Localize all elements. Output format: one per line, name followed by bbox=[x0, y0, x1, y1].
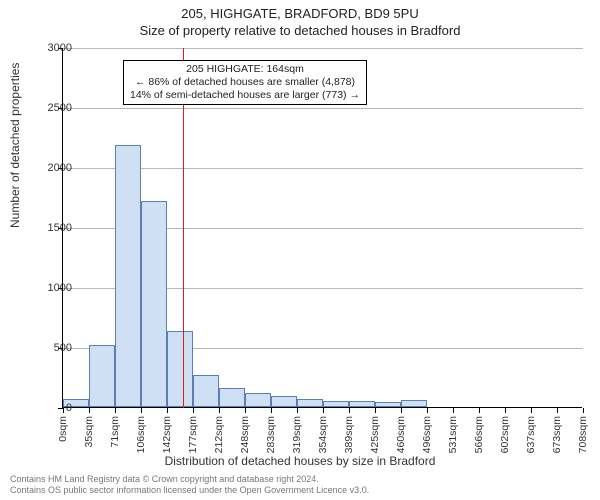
histogram-bar bbox=[323, 401, 349, 407]
x-tick-mark bbox=[375, 408, 376, 413]
y-tick-label: 1000 bbox=[32, 282, 72, 294]
x-tick-mark bbox=[349, 408, 350, 413]
x-tick-label: 0sqm bbox=[57, 416, 69, 442]
x-tick-label: 602sqm bbox=[499, 416, 511, 453]
x-tick-mark bbox=[245, 408, 246, 413]
histogram-bar bbox=[271, 396, 297, 407]
x-tick-label: 248sqm bbox=[239, 416, 251, 453]
histogram-bar bbox=[245, 393, 271, 407]
x-tick-label: 566sqm bbox=[473, 416, 485, 453]
x-tick-label: 71sqm bbox=[109, 416, 121, 448]
histogram-bar bbox=[375, 402, 401, 407]
y-axis-label: Number of detached properties bbox=[8, 63, 22, 228]
x-tick-mark bbox=[323, 408, 324, 413]
grid-line bbox=[63, 168, 583, 169]
y-tick-label: 2000 bbox=[32, 162, 72, 174]
histogram-bar bbox=[167, 331, 193, 407]
y-tick-label: 3000 bbox=[32, 42, 72, 54]
histogram-bar bbox=[193, 375, 219, 407]
x-tick-mark bbox=[479, 408, 480, 413]
x-tick-label: 460sqm bbox=[395, 416, 407, 453]
x-tick-mark bbox=[557, 408, 558, 413]
histogram-bar bbox=[219, 388, 245, 407]
x-tick-label: 283sqm bbox=[265, 416, 277, 453]
y-tick-label: 500 bbox=[32, 342, 72, 354]
x-tick-mark bbox=[297, 408, 298, 413]
y-tick-label: 1500 bbox=[32, 222, 72, 234]
x-tick-mark bbox=[141, 408, 142, 413]
histogram-bar bbox=[141, 201, 167, 407]
x-tick-mark bbox=[583, 408, 584, 413]
annotation-box: 205 HIGHGATE: 164sqm← 86% of detached ho… bbox=[123, 60, 367, 105]
x-tick-label: 212sqm bbox=[213, 416, 225, 453]
x-tick-label: 708sqm bbox=[577, 416, 589, 453]
chart-header: 205, HIGHGATE, BRADFORD, BD9 5PU Size of… bbox=[0, 0, 600, 40]
x-tick-label: 142sqm bbox=[161, 416, 173, 453]
annotation-line: ← 86% of detached houses are smaller (4,… bbox=[130, 76, 360, 89]
x-tick-mark bbox=[271, 408, 272, 413]
x-tick-label: 35sqm bbox=[83, 416, 95, 448]
x-tick-mark bbox=[219, 408, 220, 413]
x-tick-label: 319sqm bbox=[291, 416, 303, 453]
annotation-line: 205 HIGHGATE: 164sqm bbox=[130, 63, 360, 76]
x-tick-label: 531sqm bbox=[447, 416, 459, 453]
title-line-2: Size of property relative to detached ho… bbox=[0, 23, 600, 40]
histogram-bar bbox=[115, 145, 141, 407]
x-tick-label: 425sqm bbox=[369, 416, 381, 453]
x-tick-label: 496sqm bbox=[421, 416, 433, 453]
footer-line-2: Contains OS public sector information li… bbox=[10, 485, 369, 496]
y-tick-label: 2500 bbox=[32, 102, 72, 114]
x-tick-mark bbox=[401, 408, 402, 413]
annotation-line: 14% of semi-detached houses are larger (… bbox=[130, 89, 360, 102]
plot-region: 0sqm35sqm71sqm106sqm142sqm177sqm212sqm24… bbox=[62, 48, 582, 408]
x-axis-label: Distribution of detached houses by size … bbox=[0, 454, 600, 468]
histogram-bar bbox=[349, 401, 375, 407]
grid-line bbox=[63, 108, 583, 109]
x-tick-label: 637sqm bbox=[525, 416, 537, 453]
x-tick-mark bbox=[89, 408, 90, 413]
x-tick-mark bbox=[193, 408, 194, 413]
x-tick-mark bbox=[115, 408, 116, 413]
grid-line bbox=[63, 48, 583, 49]
x-tick-mark bbox=[427, 408, 428, 413]
footer-line-1: Contains HM Land Registry data © Crown c… bbox=[10, 474, 369, 485]
histogram-bar bbox=[89, 345, 115, 407]
histogram-bar bbox=[401, 400, 427, 407]
chart-area: 0sqm35sqm71sqm106sqm142sqm177sqm212sqm24… bbox=[62, 48, 582, 408]
x-tick-mark bbox=[453, 408, 454, 413]
title-line-1: 205, HIGHGATE, BRADFORD, BD9 5PU bbox=[0, 6, 600, 23]
x-tick-label: 177sqm bbox=[187, 416, 199, 453]
x-tick-label: 354sqm bbox=[317, 416, 329, 453]
histogram-bar bbox=[297, 399, 323, 407]
x-tick-mark bbox=[505, 408, 506, 413]
footer-attribution: Contains HM Land Registry data © Crown c… bbox=[10, 474, 369, 496]
y-tick-label: 0 bbox=[32, 402, 72, 414]
x-tick-label: 673sqm bbox=[551, 416, 563, 453]
x-tick-mark bbox=[167, 408, 168, 413]
x-tick-label: 389sqm bbox=[343, 416, 355, 453]
x-tick-label: 106sqm bbox=[135, 416, 147, 453]
x-tick-mark bbox=[531, 408, 532, 413]
